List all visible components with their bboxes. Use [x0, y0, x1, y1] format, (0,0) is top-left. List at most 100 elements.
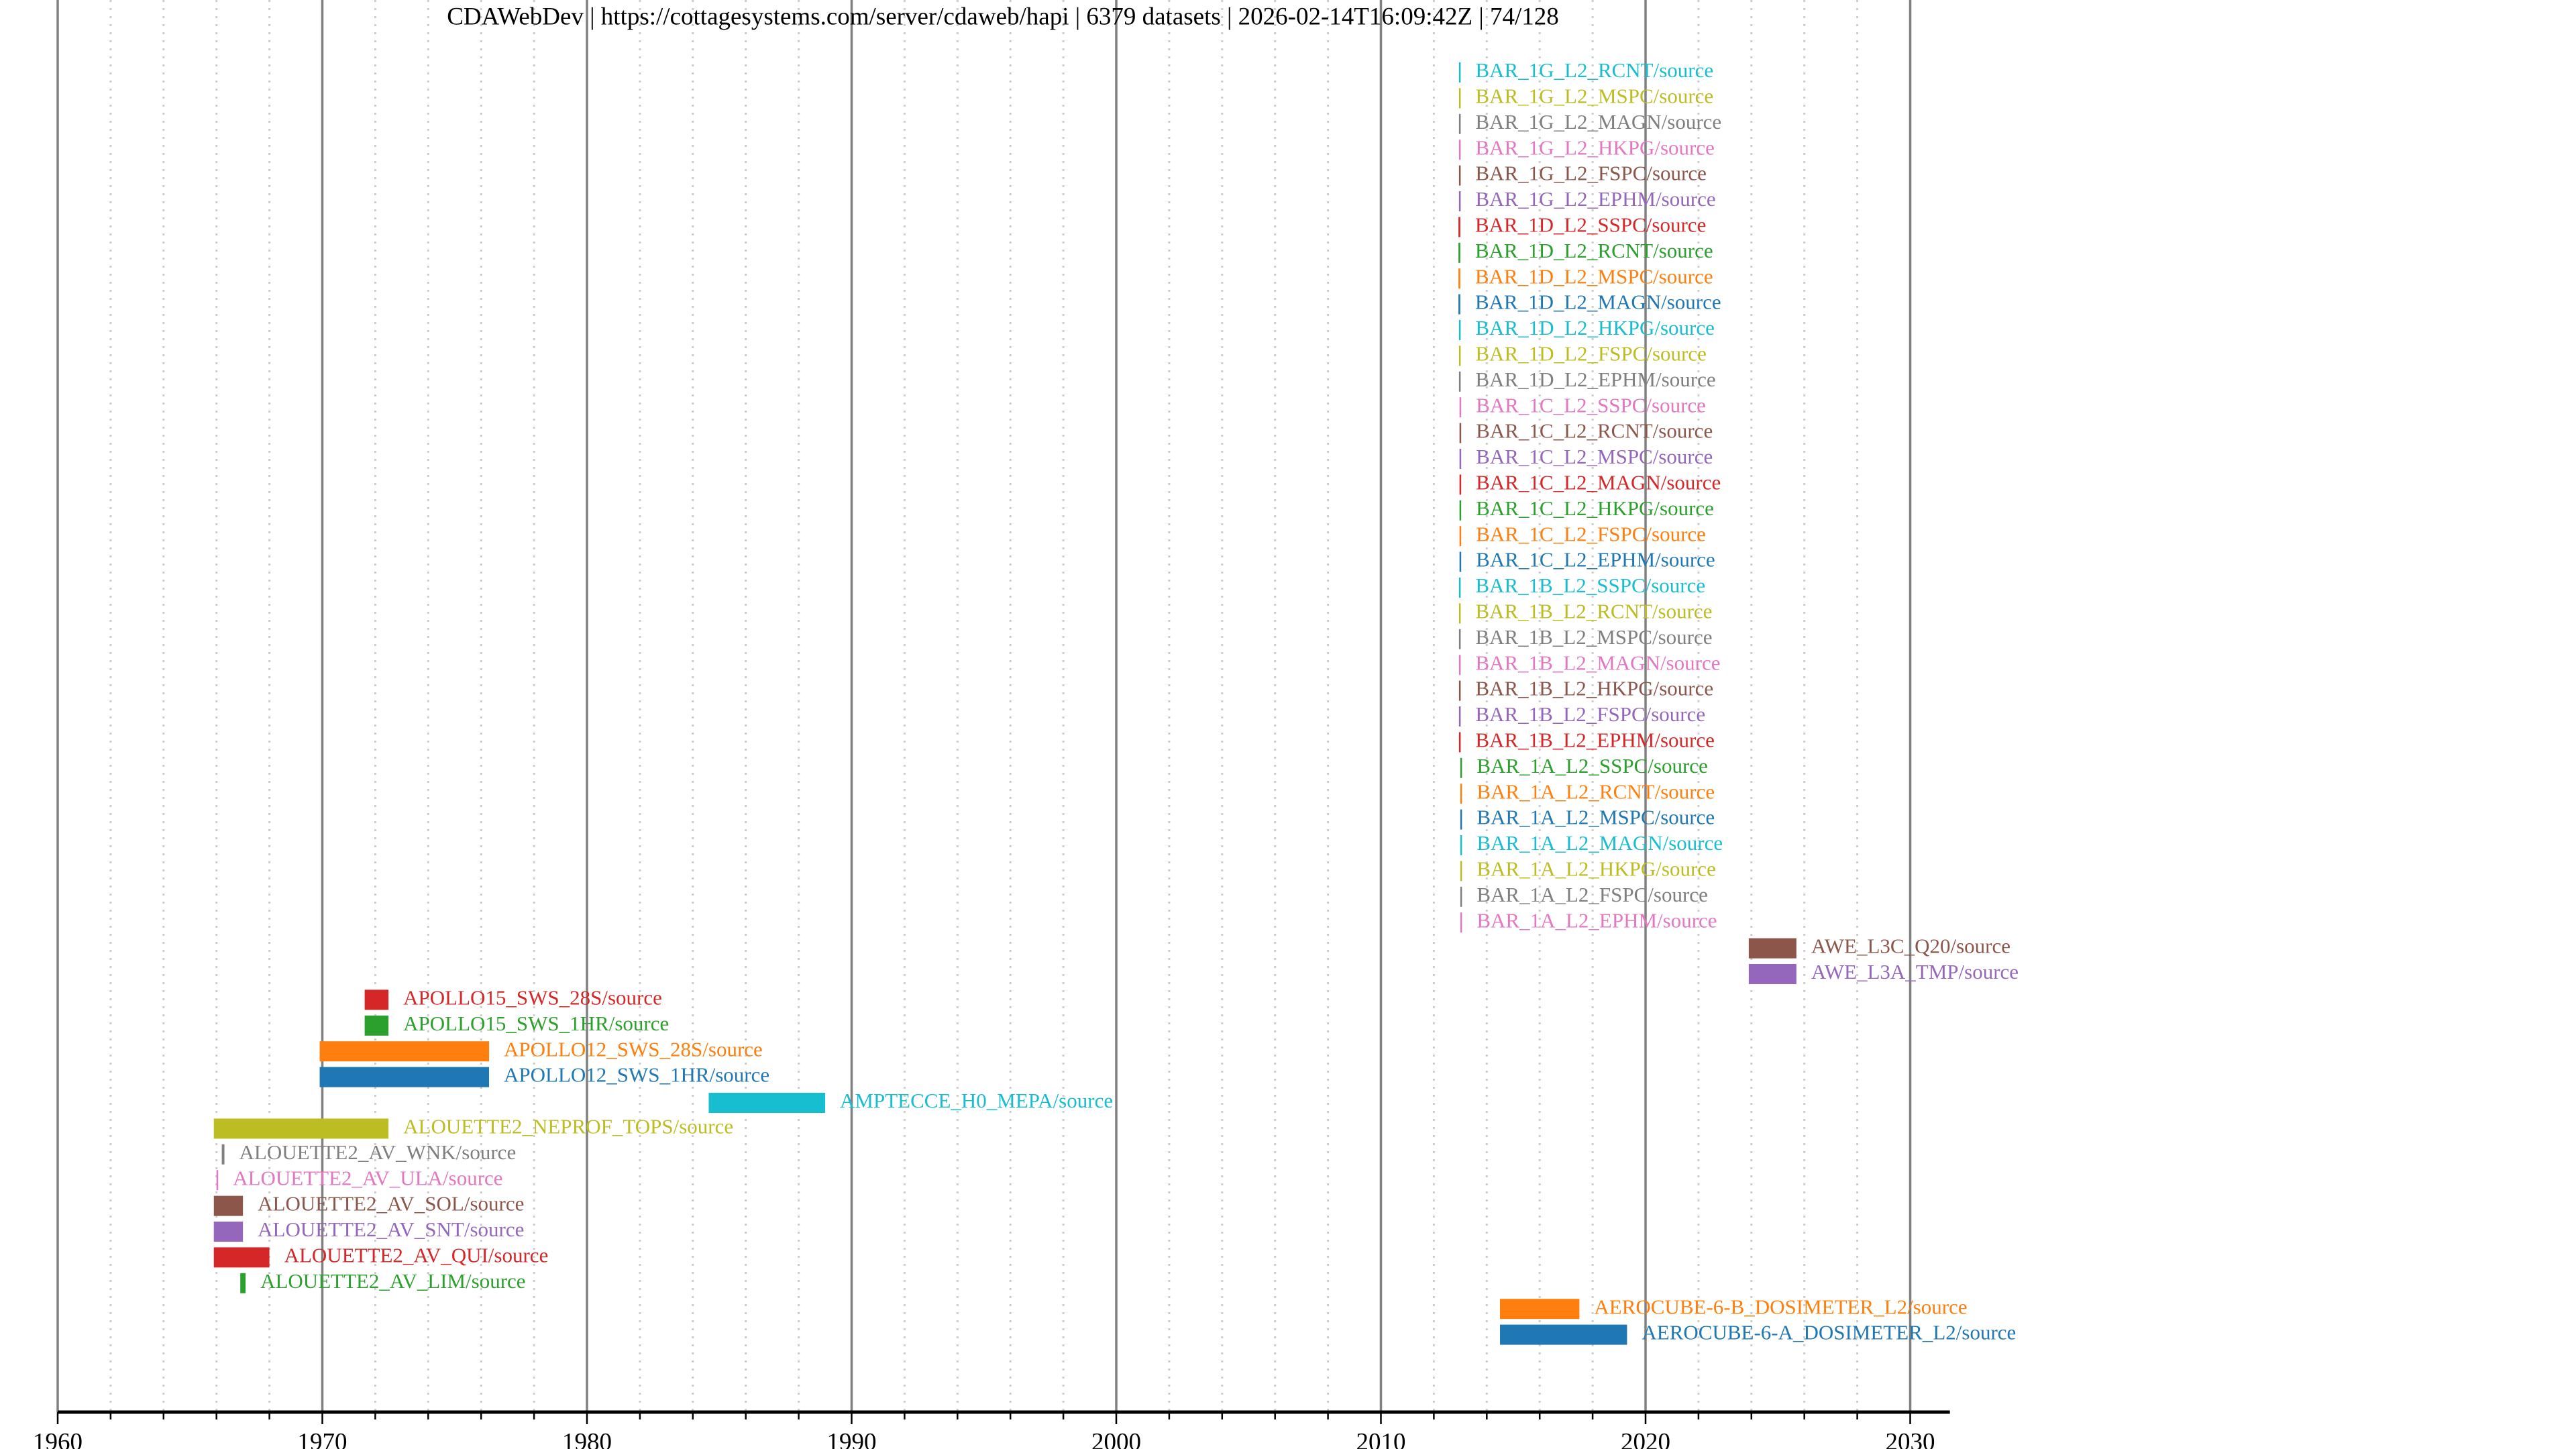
- dataset-bar: [1748, 938, 1796, 959]
- dataset-label: BAR_1D_L2_MAGN/source: [1475, 290, 1721, 314]
- dataset-bar: [1459, 551, 1462, 572]
- dataset-label: BAR_1A_L2_EPHM/source: [1477, 908, 1717, 932]
- dataset-label: BAR_1G_L2_MSPC/source: [1475, 85, 1713, 108]
- dataset-bar: [1500, 1324, 1627, 1345]
- dataset-label: BAR_1B_L2_MSPC/source: [1475, 625, 1712, 649]
- dataset-bar: [1458, 268, 1460, 289]
- dataset-bar: [1458, 578, 1461, 598]
- dataset-bar: [1459, 423, 1462, 443]
- dataset-bar: [1459, 397, 1462, 418]
- grid-layer: [56, 0, 1912, 1412]
- x-tick-label: 2030: [1886, 1428, 1935, 1449]
- x-tick-label: 2000: [1091, 1428, 1141, 1449]
- dataset-bar: [319, 1041, 490, 1062]
- dataset-bar: [364, 989, 389, 1010]
- dataset-bar: [1500, 1299, 1580, 1320]
- dataset-label: BAR_1C_L2_MSPC/source: [1476, 445, 1713, 468]
- dataset-bars: [213, 62, 1796, 1345]
- dataset-label: BAR_1A_L2_MSPC/source: [1477, 806, 1715, 829]
- dataset-bar: [213, 1247, 270, 1268]
- dataset-bar: [1460, 757, 1462, 778]
- dataset-bar: [1460, 835, 1462, 855]
- dataset-bar: [1458, 165, 1461, 186]
- x-tick-label: 2020: [1621, 1428, 1670, 1449]
- dataset-label: BAR_1C_L2_HKPG/source: [1476, 496, 1714, 520]
- dataset-label: BAR_1G_L2_HKPG/source: [1475, 136, 1715, 159]
- dataset-bar: [1458, 242, 1460, 263]
- dataset-label: AWE_L3A_TMP/source: [1811, 960, 2019, 983]
- dataset-label: ALOUETTE2_AV_LIM/source: [260, 1269, 525, 1293]
- x-tick-label: 1990: [827, 1428, 877, 1449]
- dataset-label: BAR_1D_L2_HKPG/source: [1475, 316, 1715, 339]
- dataset-label: BAR_1B_L2_MAGN/source: [1475, 651, 1720, 674]
- x-tick-label: 1980: [562, 1428, 612, 1449]
- dataset-label: BAR_1A_L2_RCNT/source: [1477, 780, 1715, 803]
- dataset-label: BAR_1C_L2_MAGN/source: [1476, 471, 1721, 494]
- dataset-label: AMPTECCE_H0_MEPA/source: [840, 1089, 1113, 1112]
- dataset-bar: [1460, 912, 1462, 933]
- x-tick-label: 1970: [298, 1428, 347, 1449]
- dataset-bar: [1458, 113, 1461, 134]
- x-tick-label: 1960: [33, 1428, 83, 1449]
- dataset-label: APOLLO12_SWS_28S/source: [504, 1037, 763, 1061]
- dataset-label: BAR_1C_L2_EPHM/source: [1476, 548, 1715, 572]
- dataset-label: BAR_1A_L2_MAGN/source: [1477, 831, 1723, 855]
- dataset-bar: [1460, 861, 1462, 881]
- dataset-label: BAR_1G_L2_FSPC/source: [1475, 162, 1706, 185]
- x-tick-label: 2010: [1356, 1428, 1406, 1449]
- dataset-label: BAR_1G_L2_RCNT/source: [1475, 58, 1713, 82]
- dataset-bar: [319, 1067, 490, 1087]
- dataset-bar: [1458, 706, 1461, 727]
- dataset-bar: [1460, 809, 1462, 830]
- dataset-bar: [1458, 88, 1461, 109]
- dataset-label: BAR_1B_L2_SSPC/source: [1475, 574, 1705, 597]
- dataset-bar: [708, 1093, 826, 1113]
- dataset-label: BAR_1D_L2_EPHM/source: [1475, 368, 1715, 391]
- dataset-label: APOLLO15_SWS_28S/source: [403, 986, 662, 1010]
- dataset-label: AEROCUBE-6-A_DOSIMETER_L2/source: [1642, 1321, 2016, 1344]
- dataset-label: BAR_1D_L2_MSPC/source: [1475, 264, 1713, 288]
- dataset-label: BAR_1D_L2_RCNT/source: [1475, 239, 1713, 262]
- dataset-label: BAR_1D_L2_SSPC/source: [1475, 213, 1706, 237]
- dataset-label: BAR_1B_L2_RCNT/source: [1475, 600, 1712, 623]
- dataset-label: APOLLO12_SWS_1HR/source: [504, 1063, 769, 1087]
- dataset-bar: [1458, 655, 1461, 676]
- dataset-bar: [1460, 886, 1462, 907]
- dataset-label: ALOUETTE2_NEPROF_TOPS/source: [403, 1115, 733, 1138]
- dataset-bar: [1458, 320, 1461, 340]
- dataset-label: AEROCUBE-6-B_DOSIMETER_L2/source: [1594, 1295, 1967, 1318]
- dataset-label: BAR_1A_L2_FSPC/source: [1477, 883, 1707, 906]
- dataset-bar: [1458, 371, 1461, 392]
- dataset-label: BAR_1B_L2_HKPG/source: [1475, 677, 1713, 700]
- chart-title: CDAWebDev | https://cottagesystems.com/s…: [447, 3, 1559, 30]
- dataset-bar: [1459, 500, 1462, 521]
- dataset-label: BAR_1G_L2_MAGN/source: [1475, 110, 1721, 133]
- dataset-bar: [240, 1273, 246, 1293]
- dataset-bar: [364, 1015, 389, 1036]
- dataset-bar: [221, 1144, 225, 1165]
- dataset-bar: [1458, 294, 1460, 315]
- dataset-label: BAR_1A_L2_HKPG/source: [1477, 857, 1716, 881]
- dataset-bar: [1459, 449, 1462, 469]
- dataset-label: ALOUETTE2_AV_SOL/source: [258, 1192, 524, 1216]
- dataset-bar: [1458, 732, 1461, 753]
- dataset-label: BAR_1B_L2_FSPC/source: [1475, 702, 1705, 726]
- dataset-label: BAR_1C_L2_FSPC/source: [1476, 522, 1706, 545]
- dataset-bar: [1458, 217, 1460, 237]
- dataset-bar: [213, 1118, 389, 1139]
- dataset-bar: [1460, 784, 1462, 804]
- dataset-bar: [213, 1222, 244, 1242]
- dataset-label: BAR_1D_L2_FSPC/source: [1475, 342, 1706, 366]
- dataset-bar: [1459, 526, 1462, 547]
- dataset-bar: [213, 1195, 244, 1216]
- dataset-label: BAR_1C_L2_SSPC/source: [1476, 393, 1706, 417]
- dataset-label: BAR_1G_L2_EPHM/source: [1475, 187, 1715, 211]
- dataset-label: ALOUETTE2_AV_SNT/source: [258, 1218, 524, 1241]
- dataset-bar: [1458, 603, 1461, 624]
- dataset-bar: [1458, 629, 1461, 649]
- dataset-bar: [1458, 191, 1461, 211]
- dataset-label: APOLLO15_SWS_1HR/source: [403, 1012, 669, 1035]
- dataset-label: ALOUETTE2_AV_ULA/source: [233, 1166, 502, 1189]
- dataset-bar: [1748, 964, 1796, 984]
